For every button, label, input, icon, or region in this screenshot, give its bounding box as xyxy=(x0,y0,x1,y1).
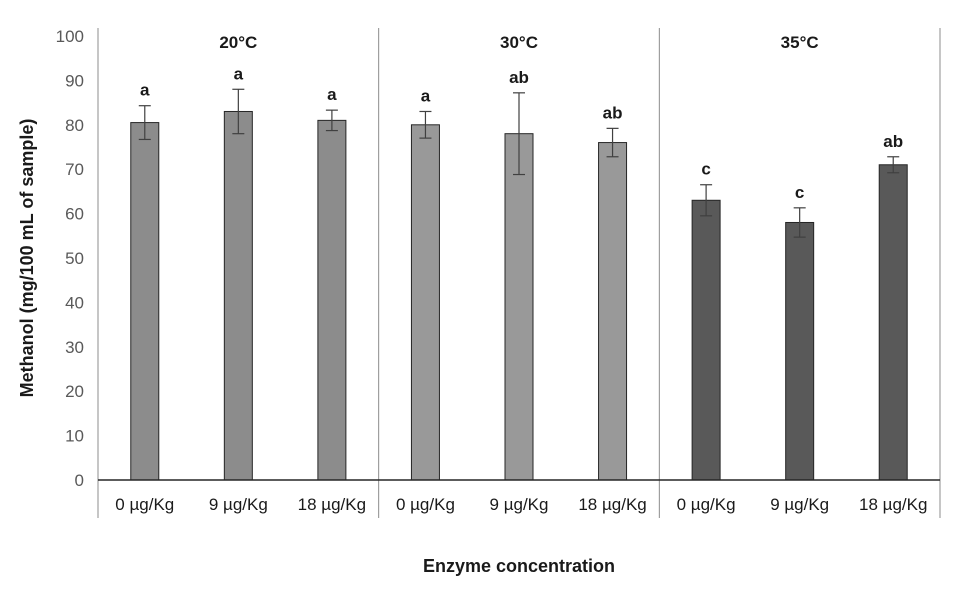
group-separators xyxy=(97,28,941,518)
y-tick-label: 50 xyxy=(65,249,84,268)
y-tick-label: 100 xyxy=(56,27,84,46)
bar xyxy=(598,142,628,481)
significance-label: c xyxy=(795,183,804,202)
y-tick-label: 80 xyxy=(65,116,84,135)
y-tick-label: 10 xyxy=(65,427,84,446)
y-axis-ticks: 0 10 20 30 40 50 60 70 80 90 100 xyxy=(56,27,84,490)
group-title: 20°C xyxy=(219,33,257,52)
significance-labels: a a a a ab ab c c ab xyxy=(140,64,903,202)
bar-series xyxy=(130,88,908,481)
category-label: 9 µg/Kg xyxy=(490,495,549,514)
category-label: 18 µg/Kg xyxy=(578,495,646,514)
category-label: 0 µg/Kg xyxy=(677,495,736,514)
significance-label: c xyxy=(701,160,710,179)
significance-label: a xyxy=(327,85,337,104)
y-tick-label: 20 xyxy=(65,382,84,401)
y-tick-label: 90 xyxy=(65,71,84,90)
category-label: 0 µg/Kg xyxy=(115,495,174,514)
significance-label: ab xyxy=(603,103,623,122)
bar xyxy=(410,124,440,481)
group-title: 30°C xyxy=(500,33,538,52)
category-label: 18 µg/Kg xyxy=(298,495,366,514)
x-axis-title: Enzyme concentration xyxy=(423,556,615,576)
bar xyxy=(691,199,721,481)
significance-label: a xyxy=(421,86,431,105)
bar xyxy=(878,164,908,481)
bar xyxy=(223,110,253,481)
significance-label: a xyxy=(140,81,150,100)
y-tick-label: 30 xyxy=(65,338,84,357)
bar xyxy=(130,122,160,481)
category-label: 9 µg/Kg xyxy=(209,495,268,514)
group-titles: 20°C 30°C 35°C xyxy=(219,33,818,52)
category-label: 0 µg/Kg xyxy=(396,495,455,514)
y-tick-label: 70 xyxy=(65,160,84,179)
bar xyxy=(785,221,815,481)
bar xyxy=(504,133,534,481)
category-label: 18 µg/Kg xyxy=(859,495,927,514)
bar xyxy=(317,119,347,481)
y-axis-title: Methanol (mg/100 mL of sample) xyxy=(17,119,37,398)
category-label: 9 µg/Kg xyxy=(770,495,829,514)
category-labels: 0 µg/Kg 9 µg/Kg 18 µg/Kg 0 µg/Kg 9 µg/Kg 18 µ… xyxy=(115,495,927,514)
group-title: 35°C xyxy=(781,33,819,52)
y-tick-label: 0 xyxy=(75,471,84,490)
significance-label: ab xyxy=(509,68,529,87)
significance-label: a xyxy=(234,64,244,83)
significance-label: ab xyxy=(883,132,903,151)
y-tick-label: 60 xyxy=(65,205,84,224)
y-tick-label: 40 xyxy=(65,293,84,312)
